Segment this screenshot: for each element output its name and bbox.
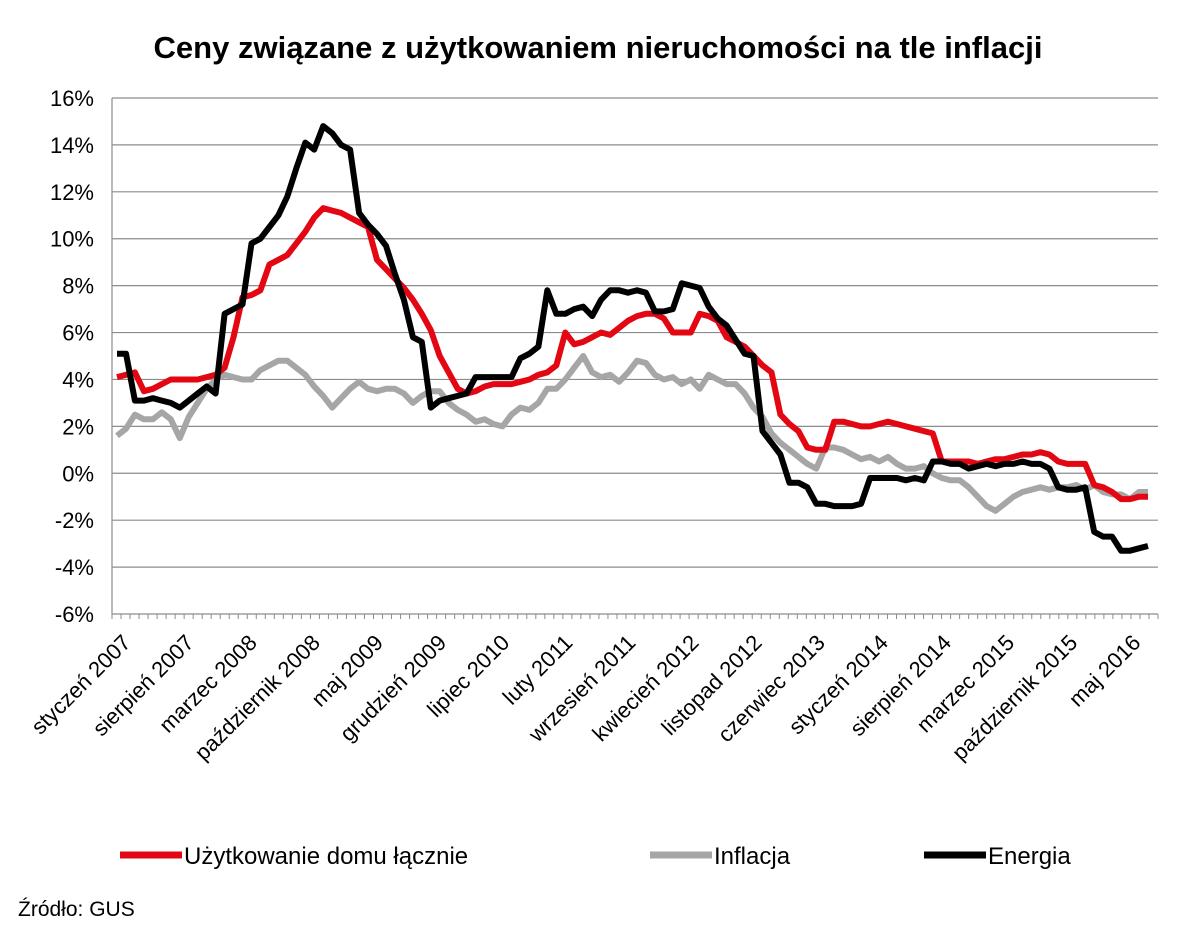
y-tick-label: 16%: [50, 86, 94, 111]
y-tick-label: -4%: [55, 555, 94, 580]
chart-title: Ceny związane z użytkowaniem nieruchomoś…: [154, 30, 1043, 65]
y-tick-label: 4%: [62, 367, 94, 392]
y-tick-label: 2%: [62, 414, 94, 439]
legend-label: Energia: [988, 843, 1071, 870]
series-line-2: [117, 123, 1149, 554]
series-line-0: [116, 205, 1148, 503]
y-axis-ticks: 16% 14% 12% 10% 8% 6% 4% 2% 0% -2% -4% -6%: [50, 86, 94, 627]
y-tick-label: 6%: [62, 321, 94, 346]
series-line-1: [115, 353, 1148, 514]
grid-lines: [112, 97, 1158, 615]
legend: Użytkowanie domu łącznie Inflacja Energia: [120, 843, 1071, 870]
source-note: Źródło: GUS: [18, 898, 135, 921]
y-tick-label: 8%: [62, 274, 94, 299]
legend-label: Inflacja: [714, 843, 791, 870]
y-tick-label: 10%: [50, 227, 94, 252]
y-tick-label: 0%: [62, 461, 94, 486]
legend-label: Użytkowanie domu łącznie: [184, 843, 468, 870]
y-tick-label: -6%: [55, 602, 94, 627]
y-tick-label: -2%: [55, 508, 94, 533]
y-tick-label: 12%: [50, 180, 94, 205]
series-lines: [115, 123, 1149, 554]
x-tick-label: wrzesień 2011: [523, 630, 641, 748]
y-tick-label: 14%: [50, 133, 94, 158]
